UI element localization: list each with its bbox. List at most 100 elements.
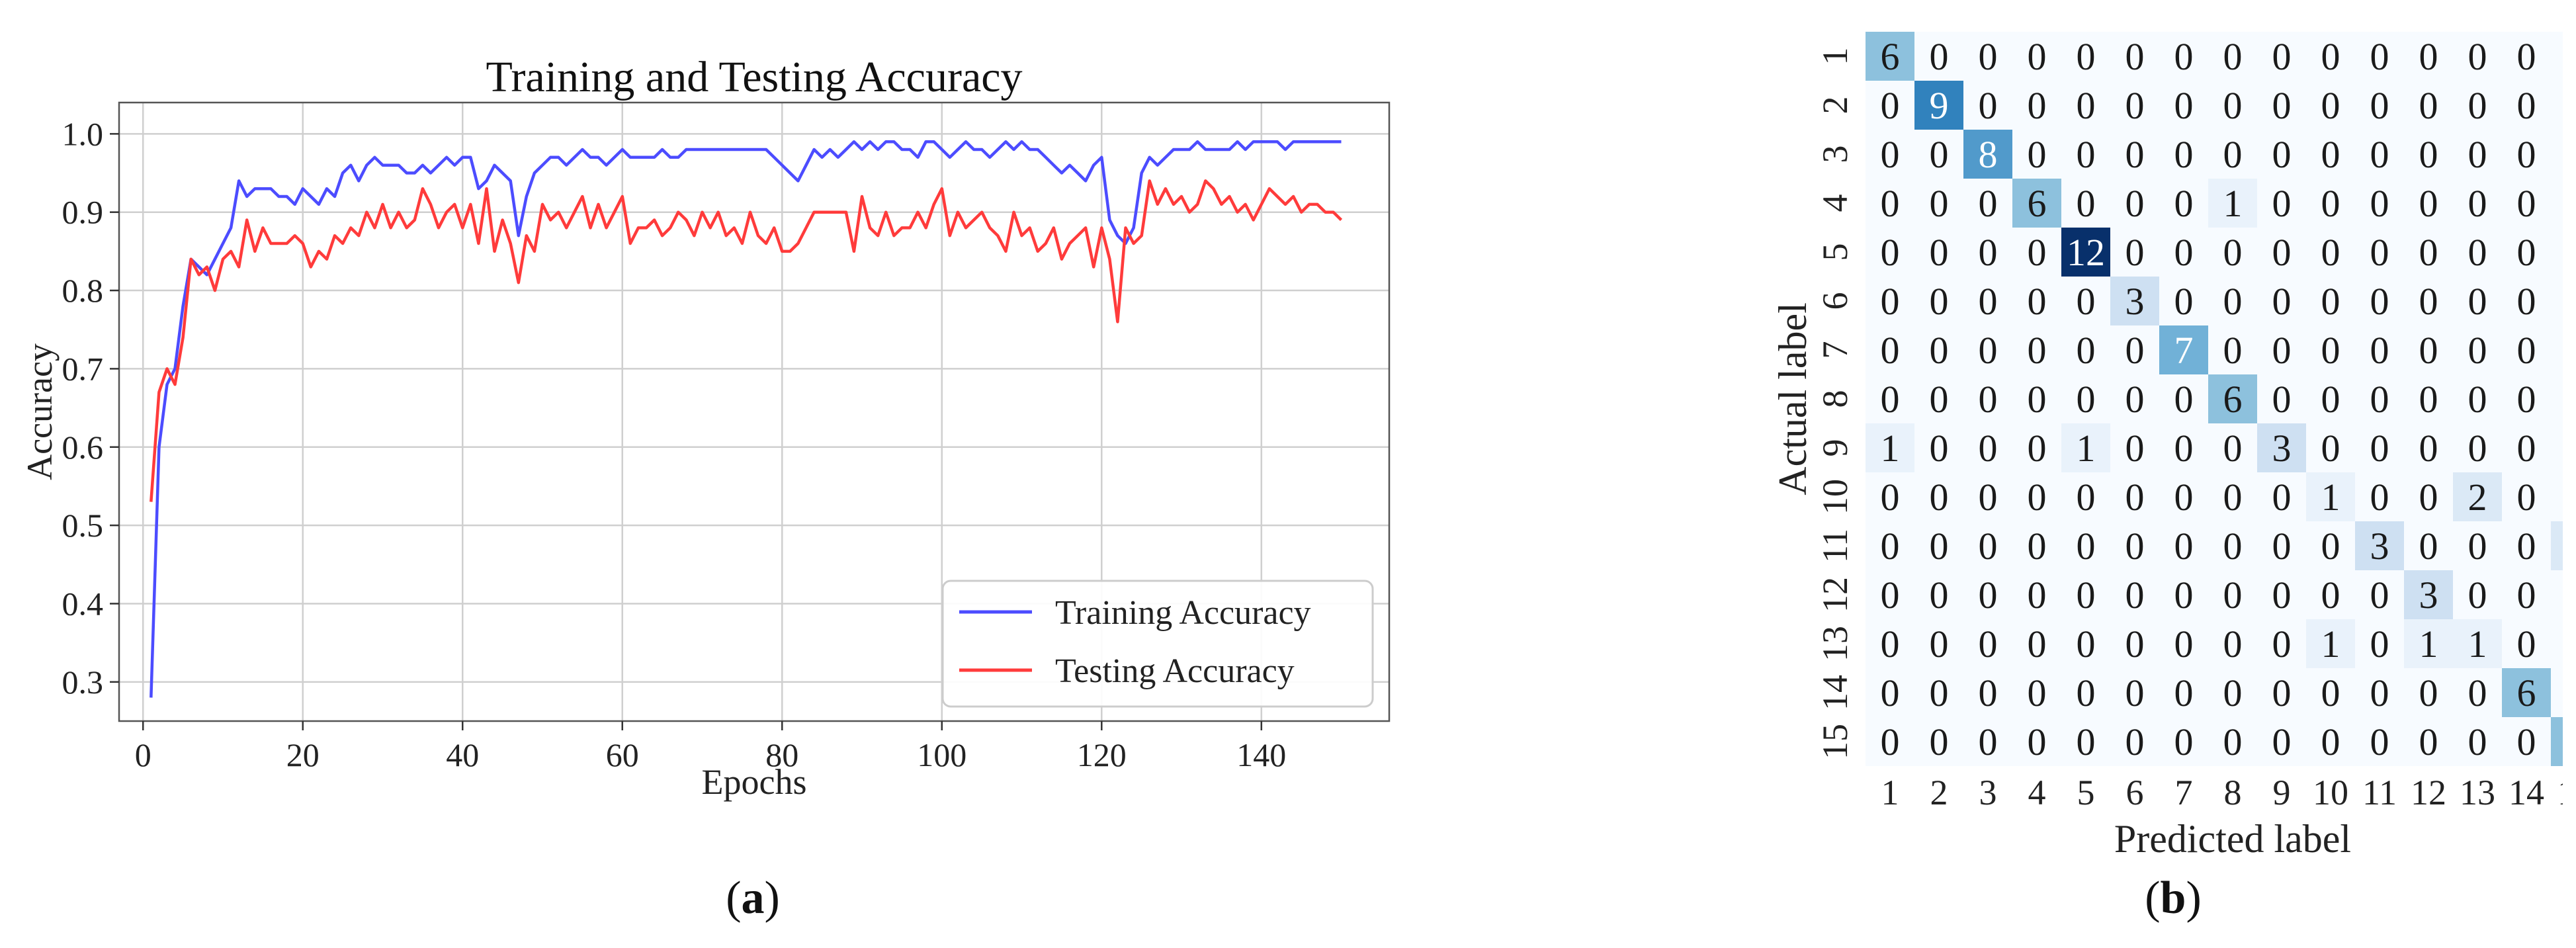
cell-value: 0: [2468, 574, 2487, 617]
heatmap-cell: [2159, 668, 2208, 717]
heatmap-cell: [2257, 325, 2306, 374]
cell-value: 0: [2272, 182, 2292, 225]
cell-value: 0: [2370, 574, 2389, 617]
cell-value: 0: [2125, 84, 2145, 127]
y-tick-label: 1.0: [62, 115, 104, 152]
heatmap-cell: [2453, 423, 2502, 472]
x-tick-label: 0: [135, 736, 151, 773]
cell-value: 0: [1930, 133, 1949, 176]
cell-value: 0: [2077, 476, 2096, 519]
cell-value: 0: [2174, 378, 2194, 421]
cell-value: 0: [2028, 427, 2047, 470]
heatmap-cell: [1866, 570, 1914, 619]
cell-value: 2: [2468, 476, 2487, 519]
caption-b-letter: b: [2160, 873, 2186, 924]
heatmap-cell: [1866, 228, 1914, 277]
cell-value: 0: [2321, 427, 2340, 470]
heatmap-cell: [2257, 130, 2306, 179]
heatmap-cell: [1866, 130, 1914, 179]
cell-value: 0: [2223, 476, 2243, 519]
heatmap-cell: [1914, 130, 1963, 179]
heatmap-cell: [2110, 179, 2159, 228]
heatmap-cell: [2306, 570, 2355, 619]
cell-value: 0: [2321, 133, 2340, 176]
cell-value: 0: [1881, 280, 1900, 323]
heatmap-cell: [1866, 81, 1914, 130]
x-tick-label: 14: [2509, 773, 2544, 812]
cell-value: 6: [1881, 35, 1900, 78]
cell-value: 0: [2272, 378, 2292, 421]
cell-value: 0: [2223, 329, 2243, 372]
heatmap-cell: [2012, 423, 2061, 472]
cell-value: 1: [1881, 427, 1900, 470]
heatmap-cell: [2404, 423, 2453, 472]
x-tick-label: 15: [2557, 773, 2563, 812]
heatmap-cell: [2110, 374, 2159, 423]
heatmap-cell: [2012, 81, 2061, 130]
cell-value: 0: [2321, 525, 2340, 568]
heatmap-cell: [2551, 521, 2563, 570]
heatmap-cell: [2257, 668, 2306, 717]
cell-value: 0: [2125, 133, 2145, 176]
cell-value: 0: [2321, 84, 2340, 127]
heatmap-cell: [2012, 374, 2061, 423]
heatmap-cell: [2257, 32, 2306, 81]
heatmap-cell: [2110, 130, 2159, 179]
heatmap-cell: [2551, 668, 2563, 717]
heatmap-cell: [2306, 619, 2355, 668]
heatmap-cell: [1963, 325, 2012, 374]
heatmap-cell: [2012, 717, 2061, 766]
cell-value: 0: [2077, 378, 2096, 421]
cell-value: 1: [2468, 623, 2487, 666]
cell-value: 0: [2468, 182, 2487, 225]
heatmap-cell: [1866, 668, 1914, 717]
cell-value: 0: [2419, 84, 2438, 127]
heatmap-cell: [1914, 619, 1963, 668]
cell-value: 0: [2272, 671, 2292, 714]
cell-value: 3: [2272, 427, 2292, 470]
heatmap-cell: [1963, 228, 2012, 277]
heatmap-cell: [2110, 277, 2159, 325]
heatmap-cell: [2453, 130, 2502, 179]
cell-value: 0: [1881, 133, 1900, 176]
cell-value: 0: [2174, 231, 2194, 274]
cell-value: 0: [1979, 720, 1998, 763]
cell-value: 0: [1881, 574, 1900, 617]
training-accuracy-line: [150, 140, 1342, 698]
x-tick-label: 10: [2313, 773, 2348, 812]
cell-value: 0: [1881, 525, 1900, 568]
heatmap-cell: [2551, 619, 2563, 668]
heatmap-cell: [2306, 668, 2355, 717]
heatmap-cell: [1963, 423, 2012, 472]
heatmap-cell: [2502, 472, 2551, 521]
cell-value: 0: [2419, 720, 2438, 763]
heatmap-cell: [1914, 374, 1963, 423]
heatmap-cell: [1963, 81, 2012, 130]
heatmap-cell: [2355, 228, 2404, 277]
heatmap-cell: [2208, 717, 2257, 766]
cell-value: 0: [1881, 720, 1900, 763]
y-tick-label: 3: [1815, 146, 1855, 163]
cell-value: 0: [2272, 574, 2292, 617]
cell-value: 0: [2370, 623, 2389, 666]
cell-value: 0: [2028, 35, 2047, 78]
cell-value: 0: [2174, 133, 2194, 176]
heatmap-cell: [2502, 325, 2551, 374]
cell-value: 0: [2468, 35, 2487, 78]
x-axis-label: Predicted label: [2114, 817, 2351, 860]
heatmap-cell: [2257, 179, 2306, 228]
heatmap-cell: [2551, 717, 2563, 766]
heatmap-cell: [2012, 32, 2061, 81]
heatmap-cell: [2208, 32, 2257, 81]
cell-value: 0: [2223, 280, 2243, 323]
cell-value: 0: [2517, 84, 2536, 127]
heatmap-cell: [2257, 472, 2306, 521]
heatmap-cell: [2257, 570, 2306, 619]
heatmap-cell: [1866, 374, 1914, 423]
cell-value: 0: [1979, 35, 1998, 78]
heatmap-cell: [2453, 32, 2502, 81]
cell-value: 0: [2419, 525, 2438, 568]
cell-value: 0: [2517, 378, 2536, 421]
heatmap-cell: [2551, 325, 2563, 374]
cell-value: 0: [1930, 671, 1949, 714]
